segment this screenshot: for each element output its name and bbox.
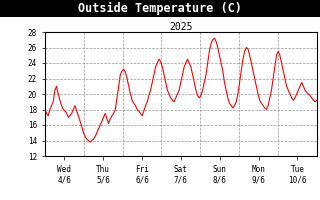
Text: Outside Temperature (C): Outside Temperature (C) xyxy=(78,2,242,16)
Title: 2025: 2025 xyxy=(169,22,193,32)
Text: Outside Temperature (C): Outside Temperature (C) xyxy=(78,2,242,15)
